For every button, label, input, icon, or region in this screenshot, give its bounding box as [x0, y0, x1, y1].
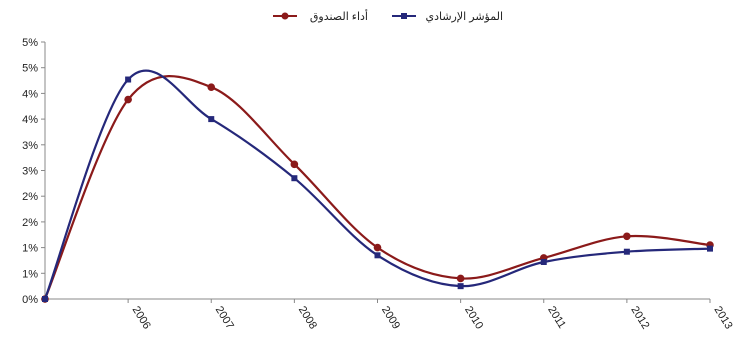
data-point-fund	[207, 83, 216, 92]
legend: أداء الصندوق المؤشر الإرشادي	[273, 9, 503, 23]
x-tick-label: 2012	[628, 304, 651, 331]
data-point-fund	[373, 243, 382, 252]
series-line-fund	[43, 75, 712, 301]
y-tick-label: 2%	[22, 191, 38, 203]
legend-swatch-fund-marker	[281, 12, 289, 20]
x-tick-label: 2011	[545, 304, 568, 330]
x-tick-label: 2013	[711, 304, 734, 331]
y-tick-label: 1%	[22, 268, 38, 280]
y-tick-label: 3%	[22, 166, 38, 178]
x-tick-label: 2007	[213, 304, 236, 331]
legend-label-benchmark: المؤشر الإرشادي	[425, 11, 503, 23]
x-axis-ticks: 2006 2007 2008 2009 2010 2011 2012 2013	[44, 299, 735, 331]
x-tick-label: 2008	[296, 304, 319, 331]
data-point-benchmark	[623, 248, 630, 255]
data-point-fund	[623, 232, 631, 241]
y-tick-label: 5%	[22, 63, 38, 75]
y-tick-label: 5%	[22, 37, 38, 49]
legend-label-fund: أداء الصندوق	[310, 9, 368, 23]
data-point-benchmark	[125, 76, 132, 83]
x-tick-label: 2010	[462, 304, 485, 331]
data-point-fund	[124, 95, 132, 104]
series-layer	[41, 69, 714, 303]
data-point-benchmark	[707, 245, 713, 252]
data-point-benchmark	[540, 258, 547, 265]
y-axis-ticks: 0% 1% 1% 2% 2% 3% 3% 4% 4% 5% 5%	[22, 37, 45, 306]
y-tick-label: 4%	[22, 114, 38, 126]
data-point-benchmark	[457, 283, 464, 290]
y-tick-label: 2%	[22, 217, 38, 229]
x-tick-label: 2009	[379, 304, 402, 331]
series-line-benchmark	[43, 69, 712, 301]
data-point-fund	[456, 274, 465, 283]
data-point-benchmark	[42, 296, 48, 302]
y-tick-label: 4%	[22, 88, 38, 100]
y-tick-label: 1%	[22, 243, 38, 255]
data-point-benchmark	[208, 116, 215, 123]
data-point-benchmark	[374, 252, 381, 259]
x-tick-label: 2006	[130, 304, 153, 331]
y-tick-label: 0%	[22, 294, 38, 306]
legend-swatch-benchmark-marker	[401, 13, 407, 19]
data-point-benchmark	[291, 175, 298, 182]
data-point-fund	[290, 160, 299, 169]
y-tick-label: 3%	[22, 140, 38, 152]
